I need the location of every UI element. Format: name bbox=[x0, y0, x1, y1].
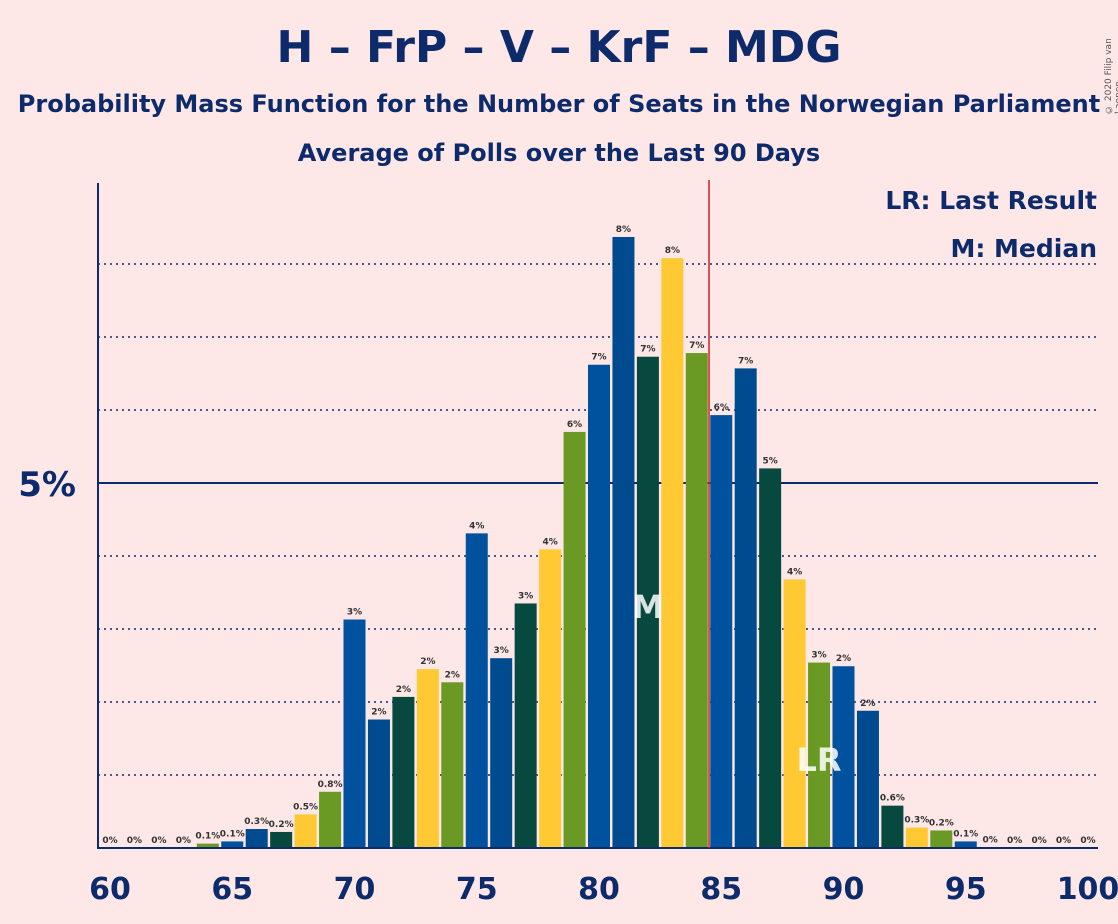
x-tick-label-100: 100 bbox=[1057, 872, 1118, 907]
bar-label-92: 0.6% bbox=[880, 794, 905, 804]
y-tick-label: 5% bbox=[18, 465, 76, 505]
bar-label-69: 0.8% bbox=[318, 780, 343, 790]
bar-seat-70 bbox=[343, 619, 366, 848]
bar-seat-65 bbox=[221, 841, 244, 848]
bar-label-94: 0.2% bbox=[929, 818, 954, 828]
bar-label-73: 2% bbox=[420, 657, 435, 667]
bar-seat-85 bbox=[710, 415, 733, 848]
bar-label-76: 3% bbox=[494, 646, 509, 656]
bar-seat-93 bbox=[905, 827, 928, 848]
bar-seat-69 bbox=[319, 791, 342, 848]
bar-label-68: 0.5% bbox=[293, 802, 318, 812]
bar-label-81: 8% bbox=[616, 225, 631, 235]
bar-label-77: 3% bbox=[518, 591, 533, 601]
legend-median: M: Median bbox=[950, 234, 1097, 263]
x-tick-label-75: 75 bbox=[456, 872, 498, 907]
bar-label-67: 0.2% bbox=[269, 820, 294, 830]
bar-label-61: 0% bbox=[127, 836, 142, 846]
median-marker: M bbox=[632, 588, 664, 626]
bar-label-87: 5% bbox=[763, 456, 778, 466]
bar-label-74: 2% bbox=[445, 670, 460, 680]
bar-seat-86 bbox=[734, 368, 757, 848]
bar-label-97: 0% bbox=[1007, 836, 1022, 846]
x-tick-label-90: 90 bbox=[823, 872, 865, 907]
bar-label-64: 0.1% bbox=[195, 832, 220, 842]
legend-last-result: LR: Last Result bbox=[885, 186, 1097, 215]
bar-seat-72 bbox=[392, 696, 415, 848]
bar-seat-94 bbox=[930, 830, 953, 848]
bar-seat-84 bbox=[685, 353, 708, 848]
bar-label-75: 4% bbox=[469, 521, 484, 531]
bar-label-62: 0% bbox=[151, 836, 166, 846]
x-tick-label-80: 80 bbox=[578, 872, 620, 907]
bar-label-88: 4% bbox=[787, 567, 802, 577]
bar-label-93: 0.3% bbox=[904, 816, 929, 826]
bar-seat-77 bbox=[514, 603, 537, 848]
chart-subtitle: Probability Mass Function for the Number… bbox=[17, 90, 1101, 118]
chart-title: H – FrP – V – KrF – MDG bbox=[276, 22, 842, 73]
bar-seat-81 bbox=[612, 236, 635, 849]
bar-seat-68 bbox=[294, 814, 317, 848]
bar-label-90: 2% bbox=[836, 654, 851, 664]
bar-label-65: 0.1% bbox=[220, 829, 245, 839]
x-tick-label-85: 85 bbox=[700, 872, 742, 907]
bar-label-86: 7% bbox=[738, 356, 753, 366]
bar-label-78: 4% bbox=[542, 537, 557, 547]
bar-label-66: 0.3% bbox=[244, 817, 269, 827]
bar-label-95: 0.1% bbox=[953, 829, 978, 839]
bar-seat-90 bbox=[832, 666, 855, 848]
x-tick-label-60: 60 bbox=[89, 872, 131, 907]
bar-seat-92 bbox=[881, 805, 904, 848]
bar-label-85: 6% bbox=[714, 403, 729, 413]
bar-label-99: 0% bbox=[1056, 836, 1071, 846]
chart-subtitle-secondary: Average of Polls over the Last 90 Days bbox=[297, 139, 821, 167]
x-tick-label-70: 70 bbox=[334, 872, 376, 907]
bar-label-91: 2% bbox=[860, 699, 875, 709]
bar-seat-89 bbox=[808, 662, 831, 848]
x-tick-label-65: 65 bbox=[211, 872, 253, 907]
bar-seat-91 bbox=[856, 710, 879, 848]
bar-label-80: 7% bbox=[591, 353, 606, 363]
bar-label-83: 8% bbox=[665, 246, 680, 256]
bar-label-100: 0% bbox=[1080, 836, 1095, 846]
x-tick-label-95: 95 bbox=[945, 872, 987, 907]
bar-label-82: 7% bbox=[640, 345, 655, 355]
bar-seat-73 bbox=[416, 669, 439, 848]
bar-label-70: 3% bbox=[347, 608, 362, 618]
bar-seat-80 bbox=[588, 364, 610, 848]
bar-seat-79 bbox=[563, 431, 586, 848]
bar-label-79: 6% bbox=[567, 420, 582, 430]
bar-label-84: 7% bbox=[689, 341, 704, 351]
bar-seat-76 bbox=[490, 658, 513, 848]
bar-label-72: 2% bbox=[396, 685, 411, 695]
bar-seat-66 bbox=[245, 829, 268, 848]
bar-seat-83 bbox=[661, 258, 684, 848]
bar-label-60: 0% bbox=[102, 836, 117, 846]
bar-label-63: 0% bbox=[176, 836, 191, 846]
bar-label-98: 0% bbox=[1031, 836, 1046, 846]
bar-label-71: 2% bbox=[371, 708, 386, 718]
bar-seat-88 bbox=[783, 579, 806, 848]
bar-seat-82 bbox=[636, 356, 659, 848]
bar-seat-78 bbox=[539, 549, 562, 848]
bar-seat-71 bbox=[367, 719, 390, 848]
last-result-marker: LR bbox=[797, 741, 842, 779]
bar-seat-64 bbox=[196, 843, 219, 848]
bar-label-96: 0% bbox=[983, 835, 998, 845]
bar-label-89: 3% bbox=[811, 651, 826, 661]
bar-seat-87 bbox=[759, 468, 782, 848]
bar-seat-75 bbox=[465, 533, 488, 848]
bar-seat-67 bbox=[270, 831, 293, 848]
bar-seat-74 bbox=[441, 682, 464, 848]
bar-seat-95 bbox=[954, 841, 977, 848]
